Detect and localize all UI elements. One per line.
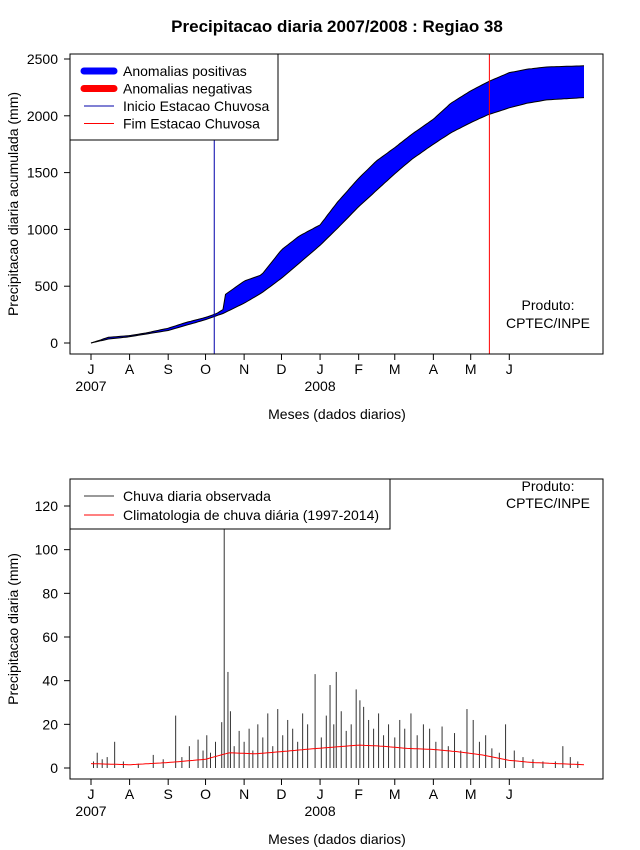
product-source-label: CPTEC/INPE [506, 495, 590, 511]
y-tick-label: 40 [42, 673, 58, 689]
x-tick-label: J [317, 361, 324, 377]
y-axis: 0 20 40 60 80 100 120 [35, 498, 71, 776]
product-label: Produto: [522, 478, 575, 494]
plot-area [90, 516, 585, 768]
y-tick-label: 1500 [27, 165, 58, 181]
legend-rainy-season-end-label: Fim Estacao Chuvosa [123, 116, 260, 132]
x-tick-label: N [239, 361, 249, 377]
climatology-cumulative-line [90, 97, 585, 344]
y-tick-label: 60 [42, 629, 58, 645]
x-tick-label: M [465, 786, 477, 802]
legend-positive-anomalies-label: Anomalias positivas [123, 63, 247, 79]
x-tick-label: F [354, 361, 363, 377]
year-label: 2008 [304, 378, 335, 394]
legend-climatology-label: Climatologia de chuva diária (1997-2014) [123, 507, 379, 523]
cumulative-precip-chart: Precipitacao diaria 2007/2008 : Regiao 3… [5, 17, 604, 422]
x-tick-label: J [88, 361, 95, 377]
x-tick-label: S [164, 786, 173, 802]
legend: Anomalias positivas Anomalias negativasIn… [69, 53, 279, 141]
y-tick-label: 500 [35, 278, 59, 294]
climatology-daily-line [90, 744, 585, 766]
x-tick-label: N [239, 786, 249, 802]
x-tick-label: S [164, 361, 173, 377]
y-tick-label: 0 [50, 335, 58, 351]
x-tick-label: A [429, 786, 439, 802]
x-tick-label: D [276, 361, 286, 377]
y-tick-label: 20 [42, 716, 58, 732]
x-tick-label: J [88, 786, 95, 802]
y-tick-label: 2500 [27, 51, 58, 67]
product-label: Produto: [522, 297, 575, 313]
legend-negative-anomalies-label: Anomalias negativas [123, 81, 252, 97]
x-tick-label: J [506, 786, 513, 802]
x-tick-label: D [276, 786, 286, 802]
year-label: 2007 [75, 378, 106, 394]
x-axis-title: Meses (dados diarios) [268, 831, 406, 847]
y-tick-label: 80 [42, 585, 58, 601]
y-axis-title: Precipitacao diaria acumulada (mm) [5, 92, 21, 316]
legend-observed-rain-label: Chuva diaria observada [123, 488, 271, 504]
legend: Chuva diaria observada Climatologia de ch… [69, 478, 391, 530]
legend-box [69, 478, 391, 530]
y-axis: 0 500 1000 1500 2000 2500 [27, 51, 71, 351]
x-tick-label: M [465, 361, 477, 377]
x-tick-label: J [506, 361, 513, 377]
y-axis-title: Precipitacao diaria (mm) [5, 553, 21, 705]
x-tick-label: F [354, 786, 363, 802]
y-tick-label: 1000 [27, 221, 58, 237]
year-label: 2007 [75, 803, 106, 819]
y-tick-label: 100 [35, 542, 59, 558]
x-tick-label: O [200, 361, 211, 377]
x-tick-label: M [389, 786, 401, 802]
x-tick-label: A [125, 361, 135, 377]
y-tick-label: 0 [50, 760, 58, 776]
x-tick-label: M [389, 361, 401, 377]
y-tick-label: 120 [35, 498, 59, 514]
positive-anomaly-area [91, 65, 584, 344]
observed-cumulative-line [90, 65, 585, 344]
year-label: 2008 [304, 803, 335, 819]
x-tick-label: A [429, 361, 439, 377]
x-tick-label: O [200, 786, 211, 802]
chart-title: Precipitacao diaria 2007/2008 : Regiao 3… [171, 17, 503, 36]
legend-rainy-season-start-label: Inicio Estacao Chuvosa [123, 98, 270, 114]
y-tick-label: 2000 [27, 108, 58, 124]
product-source-label: CPTEC/INPE [506, 315, 590, 331]
x-tick-label: A [125, 786, 135, 802]
x-tick-label: J [317, 786, 324, 802]
x-axis-title: Meses (dados diarios) [268, 406, 406, 422]
